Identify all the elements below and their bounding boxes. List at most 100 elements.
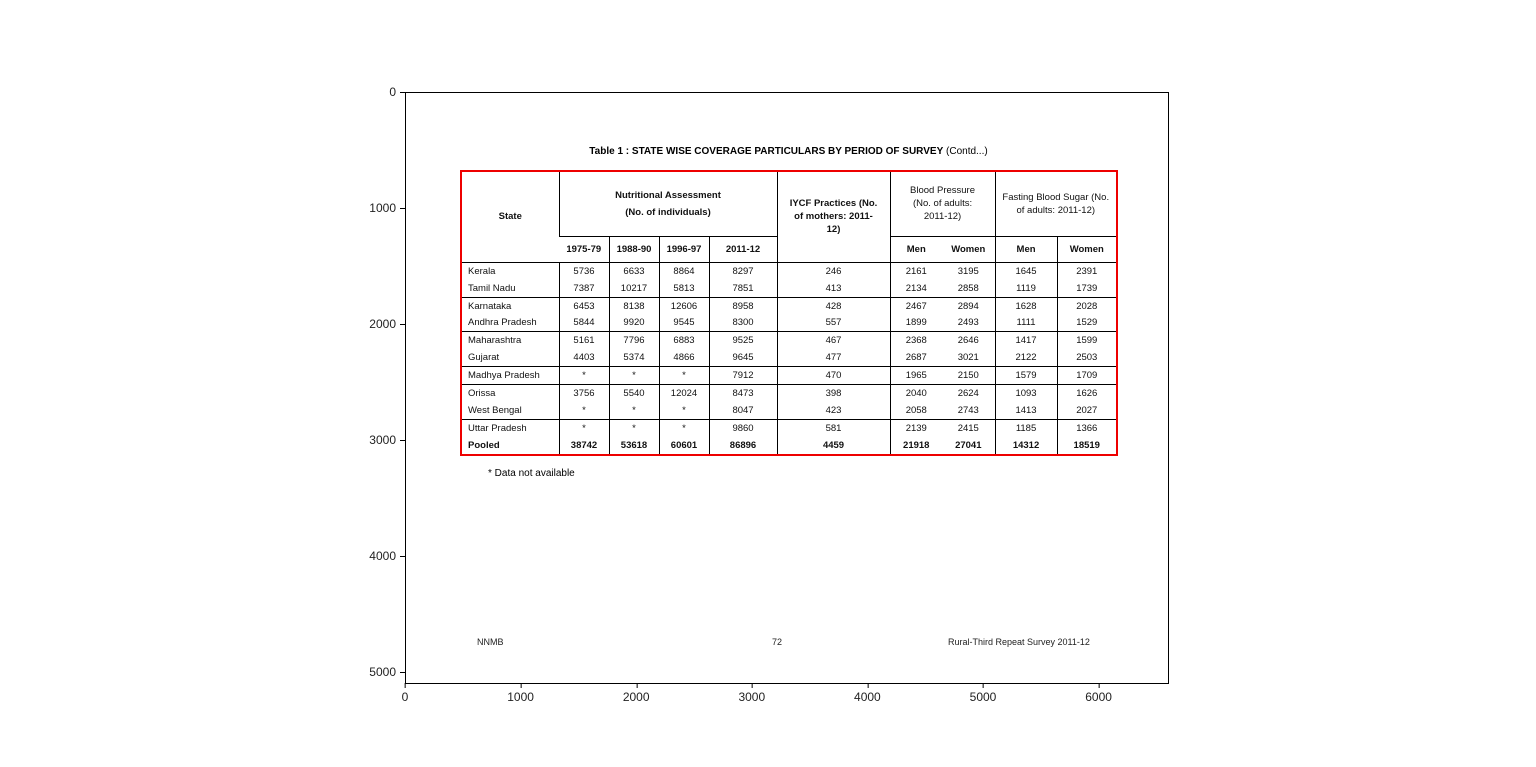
- value-cell: 3756: [558, 384, 609, 403]
- value-cell: 477: [776, 349, 891, 367]
- value-cell: 1628: [994, 296, 1058, 315]
- value-cell: 9920: [608, 314, 659, 332]
- value-cell: 60601: [658, 437, 709, 454]
- value-cell: 12606: [658, 296, 709, 315]
- table-row: Madhya Pradesh * * * 7912 470 1965 2150 1579 1709: [462, 366, 1116, 385]
- value-cell: *: [558, 402, 609, 420]
- header-bp: Blood Pressure (No. of adults: 2011-12): [889, 172, 996, 237]
- y-tick-label: 4000: [340, 549, 405, 563]
- value-cell: *: [658, 366, 709, 385]
- value-cell: 428: [776, 296, 891, 315]
- value-cell: *: [608, 366, 659, 385]
- value-cell: 1899: [889, 314, 943, 332]
- y-tick-label: 5000: [340, 665, 405, 679]
- table-title: Table 1 : STATE WISE COVERAGE PARTICULAR…: [589, 146, 988, 157]
- value-cell: 6453: [558, 296, 609, 315]
- value-cell: *: [558, 419, 609, 438]
- header-women: Women: [942, 236, 996, 263]
- value-cell: 2040: [889, 384, 943, 403]
- value-cell: 2161: [889, 261, 943, 280]
- value-cell: 3021: [957, 352, 979, 364]
- y-tick-label: 0: [340, 85, 405, 99]
- value-cell: 2058: [889, 402, 943, 420]
- x-tick-label: 4000: [854, 683, 881, 704]
- value-cell: 38742: [558, 437, 609, 454]
- value-cell: 2743: [957, 405, 979, 417]
- table-row: Maharashtra 5161 7796 6883 9525 467 2368 2646 14…: [462, 331, 1116, 350]
- value-cell: 2391: [1056, 261, 1116, 280]
- value-cell: 1529: [1056, 314, 1116, 332]
- value-cell: 8300: [708, 314, 778, 332]
- table-row: Gujarat 4403 5374 4866 9645 477 2687 3021 2122 25…: [462, 349, 1116, 367]
- header-nutritional: Nutritional Assessment (No. of individual…: [558, 172, 778, 237]
- value-cell: 423: [776, 402, 891, 420]
- value-cell: 2139: [889, 419, 943, 438]
- value-cell: 86896: [708, 437, 778, 454]
- footer-right: Rural-Third Repeat Survey 2011-12: [948, 637, 1090, 647]
- header-period: 2011-12: [708, 236, 778, 263]
- value-cell: 7912: [708, 366, 778, 385]
- state-cell: Gujarat: [468, 352, 500, 364]
- value-cell: 1417: [994, 331, 1058, 350]
- value-cell: 2467: [889, 296, 943, 315]
- y-tick-label: 2000: [340, 317, 405, 331]
- value-cell: 1645: [994, 261, 1058, 280]
- x-tick-label: 5000: [969, 683, 997, 704]
- y-tick-label: 3000: [340, 433, 405, 447]
- header-iycf: IYCF Practices (No. of mothers: 2011-12): [776, 172, 891, 263]
- value-cell: 2134: [889, 279, 943, 298]
- value-cell: 1413: [994, 402, 1058, 420]
- value-cell: 53618: [608, 437, 659, 454]
- value-cell: 9545: [658, 314, 709, 332]
- header-period: 1988-90: [608, 236, 659, 263]
- highlighted-table: State Nutritional Assessment (No. of indi…: [460, 170, 1118, 456]
- footer-left: NNMB: [477, 637, 504, 647]
- value-cell: 1185: [994, 419, 1058, 438]
- coverage-table: State Nutritional Assessment (No. of indi…: [462, 172, 1116, 454]
- header-women: Women: [1056, 236, 1116, 263]
- value-cell: 557: [776, 314, 891, 332]
- value-cell: 12024: [658, 384, 709, 403]
- value-cell: 2150: [942, 366, 996, 385]
- value-cell: 581: [776, 419, 891, 438]
- plot-axes: [405, 92, 1169, 684]
- state-cell: Kerala: [462, 261, 559, 280]
- value-cell: 2415: [942, 419, 996, 438]
- value-cell: 470: [776, 366, 891, 385]
- value-cell: 5813: [658, 279, 709, 298]
- value-cell: 2368: [889, 331, 943, 350]
- y-tick-label: 1000: [340, 201, 405, 215]
- value-cell: 2894: [942, 296, 996, 315]
- table-row: Kerala 5736 6633 8864 8297 246 2161 3195 1645 239…: [462, 261, 1116, 280]
- value-cell: 21918: [889, 437, 943, 454]
- x-tick-label: 2000: [622, 683, 650, 704]
- value-cell: *: [608, 419, 659, 438]
- value-cell: 6883: [658, 331, 709, 350]
- value-cell: 8138: [608, 296, 659, 315]
- table-row: Uttar Pradesh * * * 9860 581 2139 2415 1185 1366: [462, 419, 1116, 438]
- value-cell: 2646: [942, 331, 996, 350]
- table-row: Tamil Nadu 7387 10217 5813 7851 413 2134 2858 11…: [462, 279, 1116, 298]
- value-cell: 2503: [1056, 349, 1116, 367]
- state-cell: Orissa: [462, 384, 559, 403]
- header-fbs: Fasting Blood Sugar (No. of adults: 2011…: [994, 172, 1116, 237]
- value-cell: 246: [776, 261, 891, 280]
- state-cell: Karnataka: [462, 296, 559, 315]
- header-period: 1996-97: [658, 236, 709, 263]
- value-cell: 2858: [957, 282, 979, 294]
- value-cell: 413: [776, 279, 891, 298]
- value-cell: 1599: [1056, 331, 1116, 350]
- value-cell: 1579: [994, 366, 1058, 385]
- value-cell: 10217: [608, 279, 659, 298]
- header-men: Men: [889, 236, 943, 263]
- value-cell: 5161: [558, 331, 609, 350]
- value-cell: 9860: [708, 419, 778, 438]
- x-tick-label: 1000: [507, 683, 534, 704]
- value-cell: 5844: [558, 314, 609, 332]
- state-cell: Tamil Nadu: [468, 282, 516, 294]
- value-cell: 1709: [1056, 366, 1116, 385]
- value-cell: 4866: [658, 349, 709, 367]
- value-cell: 4459: [776, 437, 891, 454]
- state-cell: Andhra Pradesh: [468, 317, 537, 329]
- value-cell: 2122: [994, 349, 1058, 367]
